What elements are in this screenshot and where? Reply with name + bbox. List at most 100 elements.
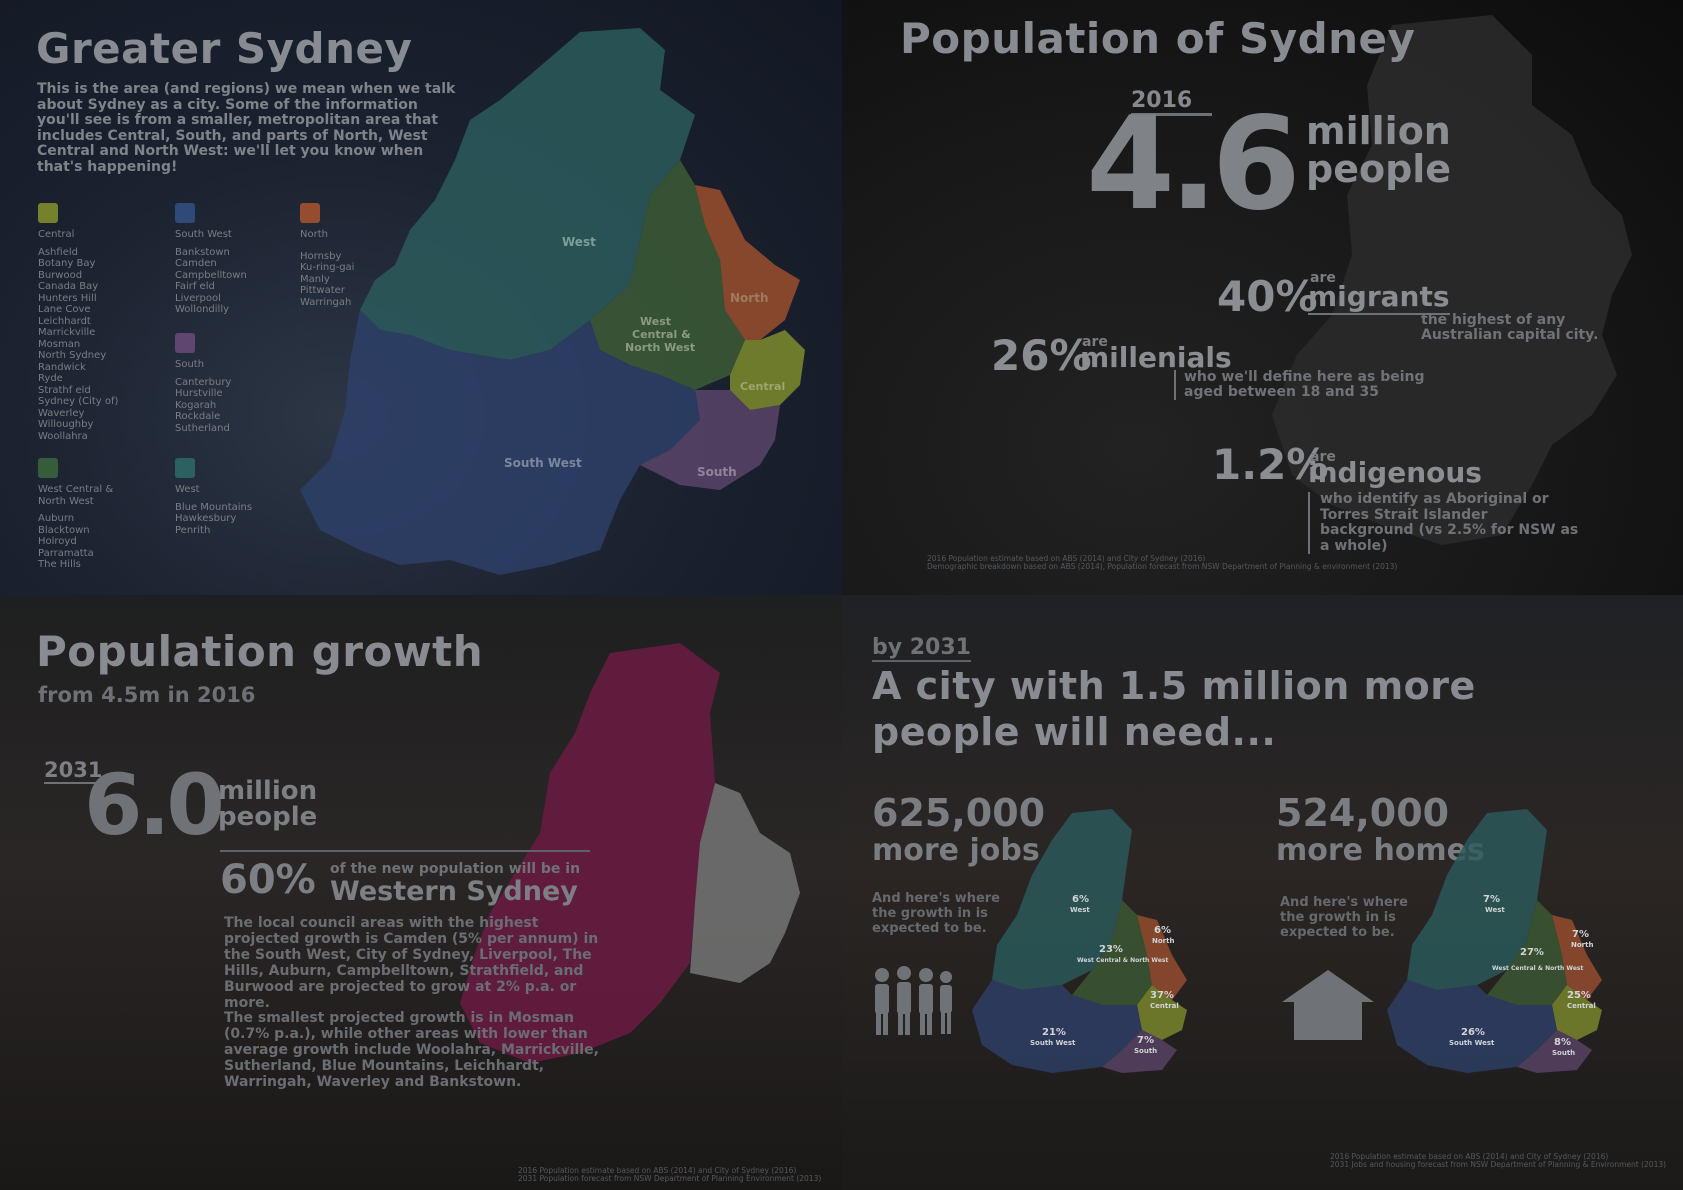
- homes-map: 7% West 27% West Central & North West 7%…: [1387, 809, 1602, 1073]
- council-list: Canterbury Hurstville Kogarah Rockdale Suthe…: [175, 376, 232, 434]
- western-sydney-area: [460, 643, 720, 1063]
- legend-south: South Canterbury Hurstville Kogarah Rockdal…: [175, 333, 231, 434]
- map-label-west-central-3: North West: [625, 341, 695, 354]
- homes-map-region: West: [1485, 906, 1505, 914]
- homes-map-region: North: [1571, 941, 1593, 949]
- council-list: Hornsby Ku-ring-gai Manly Pittwater Warringa…: [300, 250, 355, 308]
- million-people: million people: [1306, 109, 1452, 191]
- divider: [220, 850, 590, 852]
- homes-map-pct: 26%: [1461, 1027, 1485, 1038]
- map-label-central: Central: [740, 380, 785, 393]
- source-note: 2016 Population estimate based on ABS (2…: [518, 1166, 822, 1183]
- homes-map-pct: 7%: [1483, 894, 1500, 905]
- west-pre: of the new population will be in: [330, 861, 581, 877]
- west-label: Western Sydney: [330, 876, 578, 907]
- legend-west-central: West Central & North West Auburn Blacktow…: [38, 458, 118, 571]
- central-region-icon: [38, 203, 58, 223]
- map-label-south: South: [697, 465, 737, 479]
- growth-para-1: The local council areas with the highest…: [224, 915, 599, 1011]
- legend-title: North: [300, 229, 328, 240]
- year-label: 2016: [1131, 88, 1213, 116]
- indigenous-label: indigenous: [1308, 456, 1482, 489]
- year-label: 2031: [44, 758, 107, 784]
- legend-title: West: [175, 484, 200, 495]
- homes-label: more homes: [1276, 833, 1485, 868]
- west-central-region: [590, 160, 745, 390]
- homes-map-region: West Central & North West: [1492, 965, 1583, 972]
- homes-note: And here's where the growth in is expect…: [1280, 895, 1409, 940]
- jobs-map-pct: 23%: [1099, 944, 1123, 955]
- legend-title: South: [175, 359, 205, 370]
- panel-title: Population of Sydney: [900, 14, 1416, 63]
- panel-subtitle: from 4.5m in 2016: [38, 683, 256, 707]
- homes-number: 524,000: [1276, 791, 1450, 835]
- indigenous-note: who identify as Aboriginal or Torres Str…: [1308, 491, 1580, 554]
- jobs-map: 6% West 23% West Central & North West 6%…: [972, 809, 1187, 1073]
- jobs-map-pct: 6%: [1072, 894, 1089, 905]
- north-region-icon: [300, 203, 320, 223]
- jobs-number: 625,000: [872, 791, 1046, 835]
- council-list: Blue Mountains Hawkesbury Penrith: [175, 501, 253, 536]
- eastern-sydney-area: [690, 783, 800, 983]
- people-icon: [875, 966, 952, 1035]
- jobs-map-region: North: [1152, 937, 1174, 945]
- jobs-map-pct: 7%: [1137, 1035, 1154, 1046]
- greater-sydney-panel: Greater Sydney This is the area (and reg…: [0, 0, 842, 595]
- jobs-map-pct: 21%: [1042, 1027, 1066, 1038]
- south-region: [640, 390, 780, 490]
- council-list: Bankstown Camden Campbelltown Fairf eld Live…: [175, 246, 247, 316]
- legend-title: West Central & North West: [38, 484, 114, 507]
- indigenous-pct: 1.2%: [1212, 440, 1329, 489]
- map-label-west: West: [562, 235, 596, 249]
- big-number: 4.6: [1086, 90, 1301, 239]
- migrants-pct: 40%: [1217, 272, 1318, 321]
- map-label-west-central-1: West: [640, 315, 671, 328]
- map-label-south-west: South West: [504, 456, 582, 470]
- homes-map-pct: 27%: [1520, 947, 1544, 958]
- south-west-region: [300, 310, 700, 575]
- population-panel: Population of Sydney 2016 4.6 million peo…: [842, 0, 1683, 595]
- growth-para-2: The smallest projected growth is in Mosm…: [224, 1010, 599, 1090]
- legend-west: West Blue Mountains Hawkesbury Penrith: [175, 458, 252, 536]
- west-region: [360, 28, 695, 360]
- millenials-are: are: [1082, 334, 1108, 350]
- house-icon: [1282, 970, 1374, 1040]
- legend-title: South West: [175, 229, 232, 240]
- big-number: 6.0: [84, 756, 225, 854]
- council-list: Ashfield Botany Bay Burwood Canada Bay Hunte…: [38, 246, 119, 442]
- legend-south-west: South West Bankstown Camden Campbelltown Fa…: [175, 203, 247, 316]
- source-note: 2016 Population estimate based on ABS (2…: [927, 554, 1398, 571]
- homes-map-region: Central: [1567, 1002, 1596, 1010]
- south-west-region-icon: [175, 203, 195, 223]
- legend-north: North Hornsby Ku-ring-gai Manly Pittwater Wa…: [300, 203, 354, 308]
- jobs-map-region: West: [1070, 906, 1090, 914]
- jobs-note: And here's where the growth in is expect…: [872, 891, 1001, 936]
- legend-title: Central: [38, 229, 75, 240]
- jobs-map-region: South: [1134, 1047, 1157, 1055]
- panel-title: Greater Sydney: [36, 24, 413, 73]
- growth-map: [460, 643, 800, 1063]
- intro-text: This is the area (and regions) we mean w…: [37, 81, 456, 175]
- map-label-west-central-2: Central &: [632, 328, 691, 341]
- millenials-label: millenials: [1080, 341, 1232, 374]
- sydney-silhouette: [1272, 15, 1632, 545]
- jobs-map-region: Central: [1150, 1002, 1179, 1010]
- source-note: 2016 Population estimate based on ABS (2…: [1330, 1152, 1667, 1169]
- million-people: million people: [218, 776, 318, 832]
- jobs-map-region: West Central & North West: [1077, 957, 1168, 964]
- south-region-icon: [175, 333, 195, 353]
- jobs-map-region: South West: [1030, 1039, 1076, 1047]
- jobs-map-pct: 37%: [1150, 990, 1174, 1001]
- homes-map-region: South: [1552, 1049, 1575, 1057]
- migrants-note: the highest of any Australian capital ci…: [1421, 312, 1599, 343]
- west-region-icon: [175, 458, 195, 478]
- jobs-map-pct: 6%: [1154, 925, 1171, 936]
- millenials-note: who we'll define here as being aged betw…: [1174, 370, 1434, 400]
- homes-map-pct: 25%: [1567, 990, 1591, 1001]
- central-region: [730, 330, 805, 410]
- migrants-label: migrants: [1308, 280, 1450, 315]
- homes-map-region: South West: [1449, 1039, 1495, 1047]
- millenials-pct: 26%: [991, 331, 1092, 380]
- sydney-region-map: West North West Central & North West Cen…: [300, 28, 805, 575]
